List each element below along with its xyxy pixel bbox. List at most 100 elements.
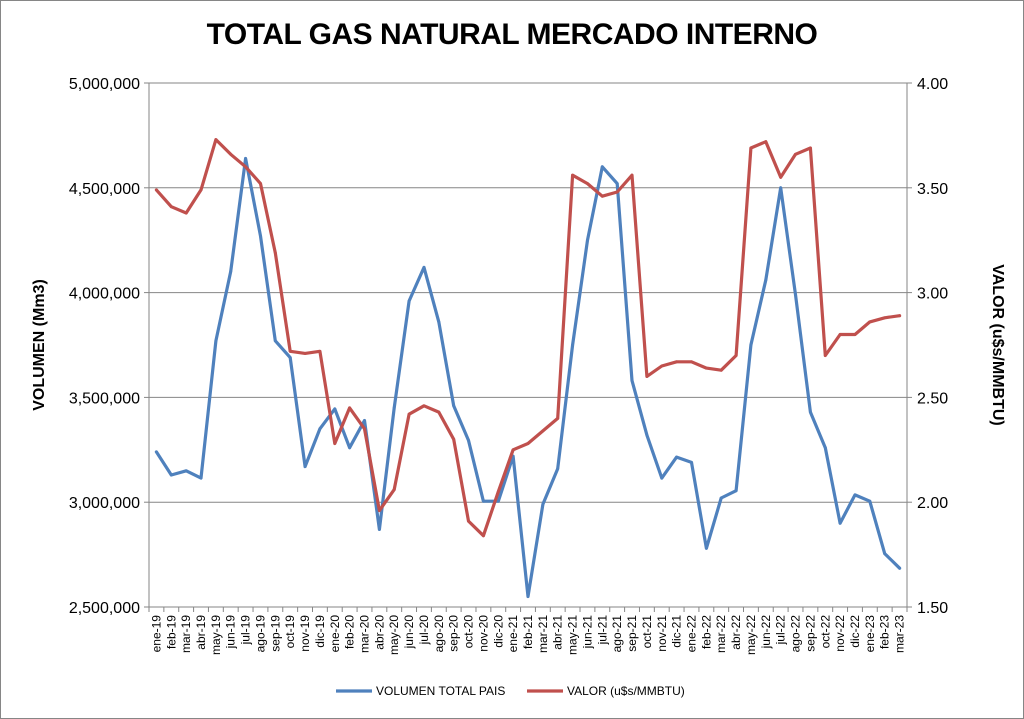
series-lines — [154, 138, 902, 599]
data-point — [437, 410, 441, 414]
x-tick-label: mar-23 — [893, 615, 907, 653]
data-point — [794, 152, 797, 156]
chart-title: TOTAL GAS NATURAL MERCADO INTERNO — [206, 18, 818, 51]
x-tick-label: jul-21 — [595, 615, 609, 646]
data-point — [838, 521, 842, 525]
data-point — [838, 333, 842, 336]
data-point — [244, 165, 248, 169]
data-point — [199, 476, 203, 480]
x-tick-label: feb-22 — [699, 615, 713, 649]
data-point — [675, 455, 678, 459]
data-point — [273, 251, 277, 255]
data-point — [229, 270, 233, 273]
x-tick-label: mar-22 — [714, 615, 728, 653]
data-point — [705, 366, 708, 370]
data-point — [823, 354, 827, 357]
axes — [144, 82, 912, 612]
x-tick-label: may-19 — [209, 615, 223, 655]
data-point — [273, 339, 277, 343]
x-tick-label: sep-19 — [268, 615, 282, 652]
data-point — [526, 442, 530, 445]
legend-label-1: VOLUMEN TOTAL PAIS — [376, 684, 505, 698]
data-point — [363, 419, 366, 422]
x-tick-label: ene-21 — [506, 615, 520, 653]
x-tick-label: may-22 — [744, 615, 758, 655]
x-tick-label: ene-19 — [149, 615, 163, 653]
data-point — [214, 339, 218, 343]
y2-tick-label: 1.50 — [917, 600, 948, 617]
data-point — [392, 488, 396, 491]
data-point — [645, 375, 649, 378]
data-point — [645, 433, 649, 437]
y2-tick-label: 3.50 — [917, 181, 948, 198]
x-tick-label: mar-21 — [536, 615, 550, 653]
data-point — [749, 343, 753, 347]
data-point — [452, 437, 456, 441]
x-tick-label: dic-21 — [670, 615, 684, 648]
x-tick-label: jun-22 — [759, 615, 773, 650]
right-axis-ticks: 1.50 2.00 2.50 3.00 3.50 4.00 — [917, 76, 948, 617]
data-point — [303, 352, 307, 355]
x-tick-label: sep-22 — [803, 615, 817, 652]
data-point — [883, 552, 887, 555]
data-point — [259, 182, 262, 186]
x-tick-label: oct-22 — [818, 615, 832, 649]
data-point — [155, 188, 158, 192]
data-point — [496, 490, 500, 494]
data-point — [318, 427, 322, 431]
data-point — [259, 234, 262, 238]
x-tick-label: jul-20 — [417, 615, 431, 646]
y2-tick-label: 3.00 — [917, 286, 948, 303]
data-point — [184, 469, 188, 473]
x-tick-label: jul-19 — [239, 615, 253, 646]
data-point — [853, 493, 857, 497]
data-point — [155, 450, 158, 454]
left-axis-ticks: 2,500,000 3,000,000 3,500,000 4,000,000 4,50… — [69, 76, 140, 617]
x-tick-label: oct-21 — [640, 615, 654, 649]
data-point — [541, 502, 545, 506]
y-tick-label: 5,000,000 — [69, 76, 140, 93]
data-point — [407, 412, 411, 416]
data-point — [823, 446, 827, 450]
y2-tick-label: 2.00 — [917, 495, 948, 512]
data-point — [571, 343, 574, 347]
data-point — [853, 333, 857, 336]
data-point — [868, 499, 872, 503]
y2-tick-label: 4.00 — [917, 76, 948, 93]
data-point — [348, 406, 351, 410]
data-point — [556, 417, 560, 420]
data-point — [467, 519, 470, 523]
y-tick-label: 4,000,000 — [69, 286, 140, 303]
data-point — [452, 404, 456, 408]
data-point — [482, 499, 485, 503]
data-point — [734, 489, 738, 493]
data-point — [898, 314, 901, 318]
x-tick-label: oct-20 — [462, 615, 476, 649]
data-point — [467, 439, 470, 442]
data-point — [169, 473, 173, 477]
data-point — [556, 467, 560, 471]
data-point — [482, 534, 485, 538]
y-tick-label: 2,500,000 — [69, 600, 140, 617]
x-tick-label: nov-22 — [833, 615, 847, 652]
gridlines — [149, 82, 907, 503]
x-tick-label: jul-22 — [774, 615, 788, 646]
data-point — [244, 157, 248, 160]
x-tick-label: abr-20 — [372, 615, 386, 650]
data-point — [630, 379, 634, 382]
data-point — [407, 299, 411, 303]
data-point — [199, 188, 203, 192]
data-point — [615, 182, 619, 186]
data-point — [794, 293, 797, 297]
x-tick-label: abr-21 — [551, 615, 565, 650]
data-point — [734, 354, 738, 357]
x-tick-label: nov-20 — [476, 615, 490, 652]
data-point — [660, 364, 664, 368]
data-point — [660, 476, 664, 480]
data-point — [378, 528, 381, 531]
data-point — [883, 316, 887, 320]
x-tick-label: mar-20 — [358, 615, 372, 653]
x-tick-label: abr-22 — [729, 615, 743, 650]
data-point — [333, 442, 337, 445]
x-tick-label: ene-23 — [863, 615, 877, 653]
